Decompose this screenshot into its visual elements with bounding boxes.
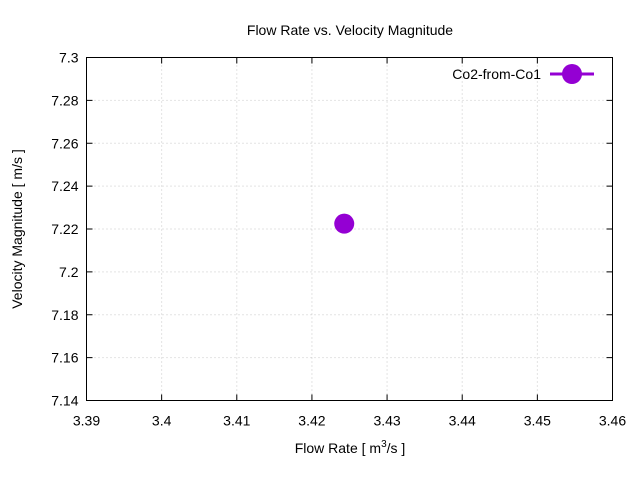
y-tick-label: 7.16 (51, 350, 78, 366)
legend-marker (562, 64, 582, 84)
x-tick-label: 3.4 (152, 413, 172, 429)
x-tick-label: 3.44 (449, 413, 476, 429)
data-point (334, 213, 355, 234)
x-axis-label-tail: /s ] (387, 440, 406, 456)
x-axis-label: Flow Rate [ m3/s ] (295, 439, 406, 456)
y-tick-label: 7.3 (59, 50, 79, 66)
y-tick-label: 7.2 (59, 264, 79, 280)
chart-title: Flow Rate vs. Velocity Magnitude (247, 22, 453, 38)
ticks: 3.39 3.4 3.41 3.42 3.43 3.44 3.45 3.46 7.14 7.16 7… (51, 50, 626, 429)
x-tick-label: 3.39 (73, 413, 100, 429)
legend: Co2-from-Co1 (452, 64, 594, 84)
x-axis-label-main: Flow Rate [ m (295, 440, 381, 456)
x-tick-label: 3.43 (373, 413, 400, 429)
y-tick-label: 7.14 (51, 393, 78, 409)
x-tick-label: 3.42 (298, 413, 325, 429)
y-tick-label: 7.18 (51, 307, 78, 323)
y-tick-label: 7.24 (51, 178, 78, 194)
x-tick-label: 3.46 (599, 413, 626, 429)
x-axis-label-sup: 3 (381, 439, 387, 450)
x-tick-label: 3.41 (223, 413, 250, 429)
plot-frame (86, 57, 613, 401)
x-tick-label: 3.45 (524, 413, 551, 429)
y-tick-label: 7.26 (51, 135, 78, 151)
y-tick-label: 7.22 (51, 221, 78, 237)
y-axis-label: Velocity Magnitude [ m/s ] (9, 149, 25, 309)
legend-entry-label: Co2-from-Co1 (452, 66, 541, 82)
data-points (334, 213, 355, 234)
y-tick-label: 7.28 (51, 92, 78, 108)
